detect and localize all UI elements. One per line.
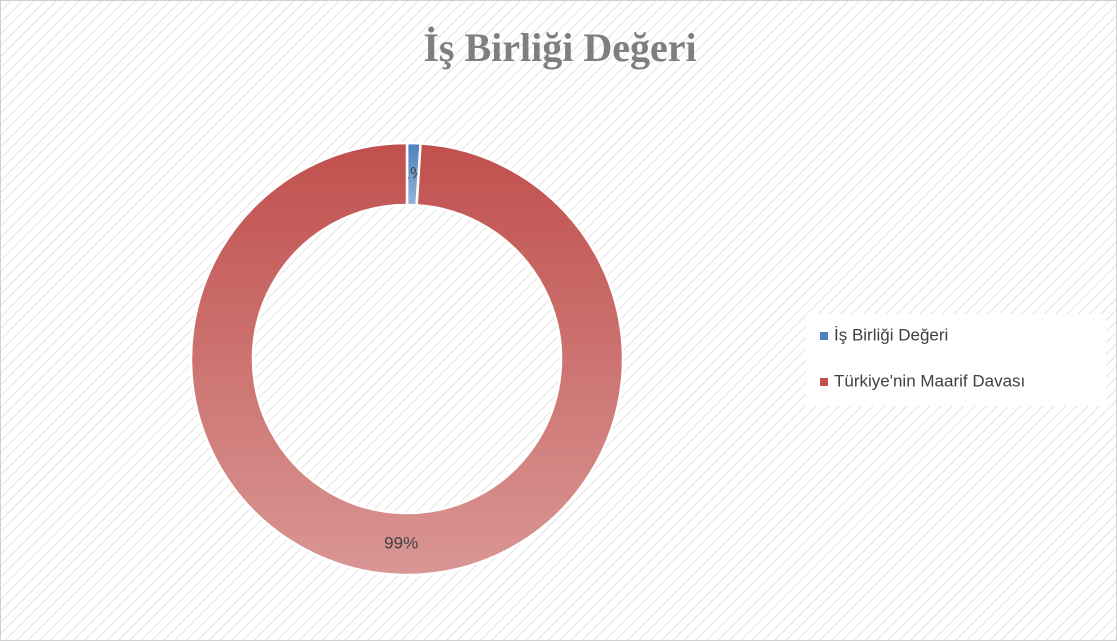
donut-slice bbox=[189, 141, 625, 577]
legend-marker bbox=[820, 332, 828, 340]
legend-box bbox=[806, 314, 1106, 406]
chart-title: İş Birliği Değeri bbox=[423, 25, 696, 70]
legend-label: Türkiye'nin Maarif Davası bbox=[834, 371, 1025, 390]
data-label: 99% bbox=[384, 533, 418, 552]
legend-label: İş Birliği Değeri bbox=[834, 325, 948, 344]
legend-marker bbox=[820, 378, 828, 386]
